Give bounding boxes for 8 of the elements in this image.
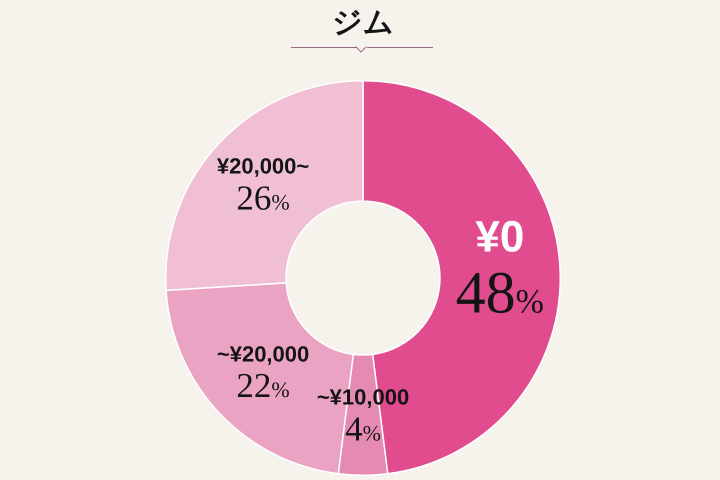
slice-label: ¥20,000~ xyxy=(216,154,310,179)
slice-label: ¥0 xyxy=(475,212,524,262)
data-label: 22% xyxy=(236,366,290,406)
slice-label: ~¥20,000 xyxy=(216,341,310,366)
data-label: 4% xyxy=(345,409,381,448)
data-label: 26% xyxy=(236,178,290,218)
data-label: 48% xyxy=(456,260,544,326)
chart-title: ジム xyxy=(332,4,394,40)
